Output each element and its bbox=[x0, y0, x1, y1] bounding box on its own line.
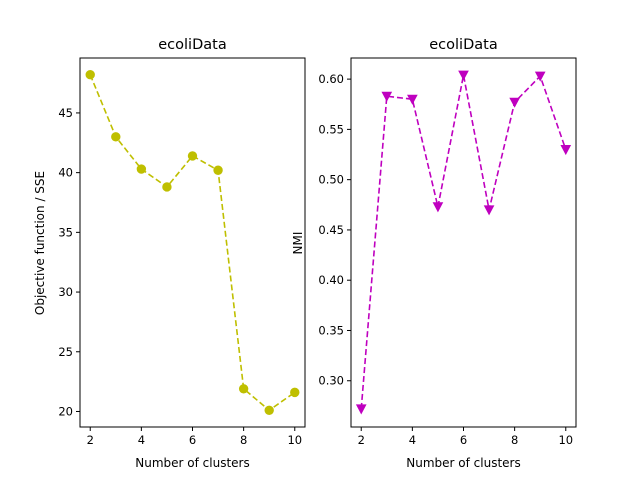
chart-title: ecoliData bbox=[429, 37, 497, 53]
y-tick-label: 40 bbox=[58, 166, 73, 180]
x-tick-label: 4 bbox=[138, 433, 145, 447]
axes-frame bbox=[79, 57, 306, 428]
data-point bbox=[290, 387, 300, 398]
data-point bbox=[432, 202, 444, 213]
x-tick-label: 2 bbox=[87, 433, 94, 447]
data-point bbox=[407, 94, 418, 105]
y-tick-label: 0.60 bbox=[318, 72, 344, 86]
plot-area bbox=[355, 70, 572, 415]
data-point bbox=[509, 97, 520, 108]
y-tick-label: 35 bbox=[58, 225, 73, 239]
data-point bbox=[264, 405, 274, 415]
data-point bbox=[187, 151, 198, 161]
y-axis-label: NMI bbox=[291, 232, 305, 255]
y-tick-label: 0.45 bbox=[318, 223, 344, 237]
tick-group: 2 4 6 8 10 0.30 0.35 0.40 0.45 0.50 0.55 0.60 bbox=[318, 72, 573, 447]
y-tick-label: 0.50 bbox=[318, 173, 344, 187]
data-point bbox=[162, 182, 172, 192]
x-tick-label: 4 bbox=[409, 433, 416, 447]
y-tick-label: 0.40 bbox=[318, 273, 344, 287]
data-point bbox=[355, 404, 367, 415]
data-point bbox=[381, 91, 393, 102]
x-axis-label: Number of clusters bbox=[406, 456, 520, 470]
x-tick-label: 2 bbox=[358, 433, 365, 447]
y-tick-label: 25 bbox=[58, 345, 73, 359]
data-point bbox=[560, 144, 572, 156]
plot-area bbox=[85, 70, 300, 415]
chart-nmi: ecoliData Number of clusters NMI 2 4 6 8 10 0… bbox=[291, 37, 577, 470]
y-tick-label: 45 bbox=[58, 106, 73, 120]
y-tick-label: 0.55 bbox=[318, 122, 344, 136]
axes-frame bbox=[350, 57, 577, 428]
x-tick-label: 6 bbox=[189, 433, 196, 447]
series-line bbox=[89, 74, 296, 412]
x-tick-label: 8 bbox=[240, 433, 247, 447]
data-point bbox=[483, 205, 495, 216]
series-line bbox=[360, 74, 567, 409]
data-point bbox=[213, 165, 223, 175]
data-point bbox=[238, 384, 249, 394]
y-axis-label: Objective function / SSE bbox=[33, 171, 47, 315]
x-tick-label: 10 bbox=[558, 433, 573, 447]
chart-sse: ecoliData Number of clusters Objective f… bbox=[33, 37, 306, 470]
data-point bbox=[136, 164, 147, 174]
data-point bbox=[111, 132, 121, 142]
x-tick-label: 8 bbox=[511, 433, 518, 447]
y-tick-label: 30 bbox=[58, 285, 73, 299]
tick-group: 2 4 6 8 10 20 25 30 35 40 45 bbox=[58, 106, 302, 447]
y-tick-label: 0.35 bbox=[318, 323, 344, 337]
y-tick-label: 20 bbox=[58, 404, 73, 418]
y-tick-label: 0.30 bbox=[318, 374, 344, 388]
data-point bbox=[458, 70, 469, 81]
x-tick-label: 6 bbox=[460, 433, 467, 447]
x-tick-label: 10 bbox=[287, 433, 302, 447]
chart-title: ecoliData bbox=[158, 37, 226, 53]
data-point bbox=[85, 70, 95, 80]
x-axis-label: Number of clusters bbox=[135, 456, 249, 470]
data-point bbox=[534, 71, 546, 82]
